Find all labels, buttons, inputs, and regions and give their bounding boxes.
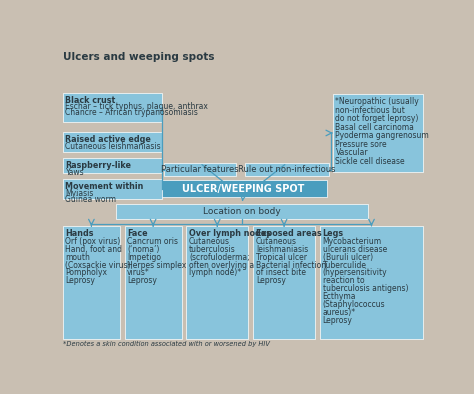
Text: mouth: mouth xyxy=(65,253,91,262)
Text: often overlying a: often overlying a xyxy=(189,260,254,269)
Text: Leprosy: Leprosy xyxy=(65,276,95,285)
FancyBboxPatch shape xyxy=(116,204,368,219)
Text: Sickle cell disease: Sickle cell disease xyxy=(336,157,405,166)
Text: ULCER/WEEPING SPOT: ULCER/WEEPING SPOT xyxy=(182,184,304,194)
Text: non-infectious but: non-infectious but xyxy=(336,106,405,115)
Text: Cancrum oris: Cancrum oris xyxy=(127,237,178,246)
FancyBboxPatch shape xyxy=(63,132,162,152)
FancyBboxPatch shape xyxy=(158,180,328,197)
Text: (Coxsackie virus): (Coxsackie virus) xyxy=(65,260,131,269)
Text: (hypersensitivity: (hypersensitivity xyxy=(323,268,387,277)
Text: Bacterial infection: Bacterial infection xyxy=(256,260,326,269)
FancyBboxPatch shape xyxy=(63,179,162,199)
Text: Eschar – tick typhus, plague, anthrax: Eschar – tick typhus, plague, anthrax xyxy=(65,102,209,112)
Text: Hands: Hands xyxy=(65,229,94,238)
Text: *Denotes a skin condition associated with or worsened by HIV: *Denotes a skin condition associated wit… xyxy=(63,341,270,347)
Text: Rule out non-infectious: Rule out non-infectious xyxy=(238,165,336,174)
Text: aureus)*: aureus)* xyxy=(323,308,356,317)
Text: Ecthyma: Ecthyma xyxy=(323,292,356,301)
FancyBboxPatch shape xyxy=(320,226,423,338)
FancyBboxPatch shape xyxy=(186,226,248,338)
Text: ulcerans disease: ulcerans disease xyxy=(323,245,387,254)
Text: Pompholyx: Pompholyx xyxy=(65,268,108,277)
Text: Chancre – African trypanosomiasis: Chancre – African trypanosomiasis xyxy=(65,108,199,117)
Text: reaction to: reaction to xyxy=(323,276,364,285)
Text: Orf (pox virus): Orf (pox virus) xyxy=(65,237,121,246)
Text: Particular features: Particular features xyxy=(161,165,238,174)
Text: Guinea worm: Guinea worm xyxy=(65,195,117,204)
Text: Location on body: Location on body xyxy=(203,207,281,216)
Text: (Buruli ulcer): (Buruli ulcer) xyxy=(323,253,373,262)
FancyBboxPatch shape xyxy=(245,163,329,176)
Text: Movement within: Movement within xyxy=(65,182,144,191)
Text: (scrofuloderma;: (scrofuloderma; xyxy=(189,253,249,262)
Text: virus*: virus* xyxy=(127,268,150,277)
Text: Vascular: Vascular xyxy=(336,148,368,157)
Text: Legs: Legs xyxy=(323,229,344,238)
Text: Cutaneous: Cutaneous xyxy=(256,237,297,246)
FancyBboxPatch shape xyxy=(253,226,315,338)
Text: Exposed areas: Exposed areas xyxy=(256,229,321,238)
FancyBboxPatch shape xyxy=(63,158,162,173)
Text: Ulcers and weeping spots: Ulcers and weeping spots xyxy=(63,52,214,62)
Text: Pressure sore: Pressure sore xyxy=(336,140,387,149)
Text: (Staphylococcus: (Staphylococcus xyxy=(323,300,385,309)
Text: Leprosy: Leprosy xyxy=(256,276,286,285)
Text: Leprosy: Leprosy xyxy=(323,316,353,325)
Text: *Neuropathic (usually: *Neuropathic (usually xyxy=(336,97,419,106)
FancyBboxPatch shape xyxy=(164,163,236,176)
FancyBboxPatch shape xyxy=(125,226,182,338)
Text: Yaws: Yaws xyxy=(65,168,84,177)
FancyBboxPatch shape xyxy=(63,93,162,122)
Text: Black crust: Black crust xyxy=(65,96,116,105)
Text: Over lymph nodes: Over lymph nodes xyxy=(189,229,271,238)
Text: Cutaneous leishmaniasis: Cutaneous leishmaniasis xyxy=(65,142,161,151)
Text: leishmaniasis: leishmaniasis xyxy=(256,245,308,254)
Text: do not forget leprosy): do not forget leprosy) xyxy=(336,114,419,123)
Text: Impetigo: Impetigo xyxy=(127,253,161,262)
Text: Raised active edge: Raised active edge xyxy=(65,135,151,144)
Text: of insect bite: of insect bite xyxy=(256,268,306,277)
Text: Mycobacterium: Mycobacterium xyxy=(323,237,382,246)
Text: Leprosy: Leprosy xyxy=(127,276,157,285)
Text: tuberculosis: tuberculosis xyxy=(189,245,236,254)
FancyBboxPatch shape xyxy=(333,94,423,172)
FancyBboxPatch shape xyxy=(63,226,120,338)
Text: tuberculosis antigens): tuberculosis antigens) xyxy=(323,284,408,293)
Text: Herpes simplex: Herpes simplex xyxy=(127,260,186,269)
Text: Face: Face xyxy=(127,229,148,238)
Text: Cutaneous: Cutaneous xyxy=(189,237,230,246)
Text: Pyoderma gangrenosum: Pyoderma gangrenosum xyxy=(336,131,429,140)
Text: lymph node)*: lymph node)* xyxy=(189,268,241,277)
Text: Hand, foot and: Hand, foot and xyxy=(65,245,122,254)
Text: Myiasis: Myiasis xyxy=(65,189,94,198)
Text: (‘noma’): (‘noma’) xyxy=(127,245,160,254)
Text: Basal cell carcinoma: Basal cell carcinoma xyxy=(336,123,414,132)
Text: Tuberculide: Tuberculide xyxy=(323,260,367,269)
Text: Raspberry-like: Raspberry-like xyxy=(65,161,131,170)
Text: Tropical ulcer: Tropical ulcer xyxy=(256,253,307,262)
